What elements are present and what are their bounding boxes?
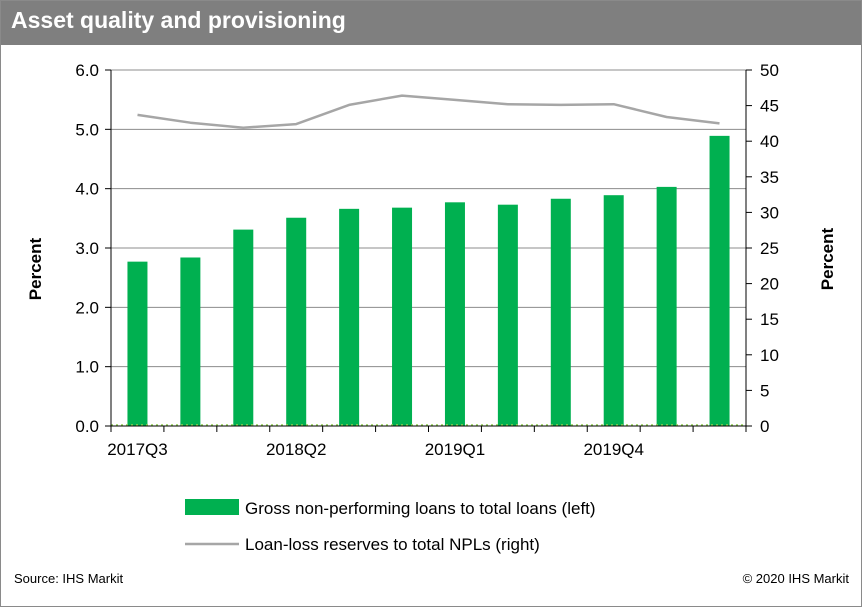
y-tick-label-left: 1.0 bbox=[75, 358, 99, 377]
y-tick-label-right: 25 bbox=[760, 239, 779, 258]
y-tick-label-right: 20 bbox=[760, 275, 779, 294]
series-line bbox=[137, 94, 720, 129]
gridlines bbox=[111, 69, 746, 368]
y-tick-label-right: 10 bbox=[760, 346, 779, 365]
bar-series bbox=[111, 135, 746, 427]
bar bbox=[497, 204, 518, 426]
bar bbox=[656, 186, 677, 426]
bar bbox=[550, 198, 571, 426]
bar bbox=[603, 195, 624, 426]
y-tick-label-right: 15 bbox=[760, 310, 779, 329]
source-note: Source: IHS Markit bbox=[14, 571, 124, 586]
y-tick-label-right: 5 bbox=[760, 381, 769, 400]
bar bbox=[127, 261, 148, 426]
tick-labels: 0.0 1.0 2.0 3.0 4.0 5.0 6.0 0 5 10 15 20 25 30 35 40 45 5… bbox=[75, 61, 779, 459]
y-axis-title-left: Percent bbox=[26, 237, 45, 300]
y-tick-label-left: 3.0 bbox=[75, 239, 99, 258]
legend-label-reserves: Loan-loss reserves to total NPLs (right) bbox=[245, 535, 540, 554]
x-tick-label: 2017Q3 bbox=[107, 440, 168, 459]
y-tick-label-left: 5.0 bbox=[75, 120, 99, 139]
bar bbox=[180, 257, 201, 426]
y-tick-label-right: 50 bbox=[760, 61, 779, 80]
bar bbox=[709, 135, 730, 427]
bar bbox=[233, 229, 254, 426]
y-tick-label-left: 4.0 bbox=[75, 180, 99, 199]
y-tick-label-right: 45 bbox=[760, 97, 779, 116]
bar bbox=[392, 207, 413, 426]
legend-swatch-npl-bar bbox=[185, 499, 239, 515]
y-tick-label-right: 35 bbox=[760, 168, 779, 187]
title-bar: Asset quality and provisioning bbox=[1, 1, 861, 45]
legend-label-npl: Gross non-performing loans to total loan… bbox=[245, 499, 596, 518]
bar bbox=[444, 202, 465, 426]
x-tick-label: 2019Q1 bbox=[425, 440, 486, 459]
bar bbox=[286, 217, 307, 426]
y-tick-label-left: 2.0 bbox=[75, 298, 99, 317]
axes bbox=[105, 69, 752, 432]
y-axis-title-right: Percent bbox=[818, 227, 837, 290]
line-series bbox=[137, 94, 720, 129]
y-tick-label-right: 0 bbox=[760, 417, 769, 436]
x-tick-label: 2018Q2 bbox=[266, 440, 327, 459]
y-tick-label-right: 30 bbox=[760, 203, 779, 222]
copyright-note: © 2020 IHS Markit bbox=[742, 571, 849, 586]
y-tick-label-right: 40 bbox=[760, 132, 779, 151]
legend: Gross non-performing loans to total loan… bbox=[185, 499, 596, 554]
chart-title: Asset quality and provisioning bbox=[11, 7, 346, 33]
bar bbox=[339, 208, 360, 426]
y-tick-label-left: 0.0 bbox=[75, 417, 99, 436]
x-tick-label: 2019Q4 bbox=[583, 440, 644, 459]
y-tick-label-left: 6.0 bbox=[75, 61, 99, 80]
